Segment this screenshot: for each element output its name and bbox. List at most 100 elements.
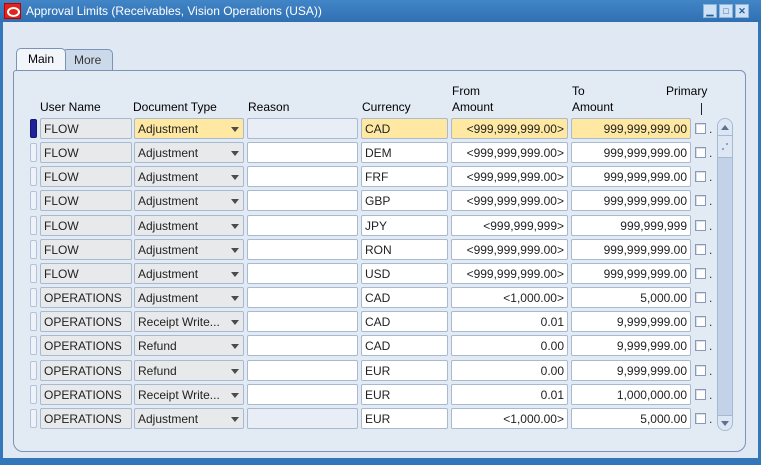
title-bar[interactable]: Approval Limits (Receivables, Vision Ope… <box>0 0 761 22</box>
reason-field[interactable] <box>247 142 358 163</box>
user-name-field[interactable]: FLOW <box>40 190 132 211</box>
primary-checkbox[interactable] <box>695 292 706 303</box>
to-amount-field[interactable]: 9,999,999.00 <box>571 335 691 356</box>
to-amount-field[interactable]: 5,000.00 <box>571 287 691 308</box>
user-name-field[interactable]: OPERATIONS <box>40 384 132 405</box>
user-name-field[interactable]: FLOW <box>40 118 132 139</box>
dropdown-arrow-icon[interactable] <box>231 127 239 132</box>
dropdown-arrow-icon[interactable] <box>231 393 239 398</box>
primary-checkbox[interactable] <box>695 413 706 424</box>
dropdown-arrow-icon[interactable] <box>231 151 239 156</box>
primary-checkbox[interactable] <box>695 340 706 351</box>
document-type-field[interactable]: Adjustment <box>134 287 244 308</box>
to-amount-field[interactable]: 9,999,999.00 <box>571 311 691 332</box>
to-amount-field[interactable]: 999,999,999.00 <box>571 166 691 187</box>
dropdown-arrow-icon[interactable] <box>231 344 239 349</box>
document-type-field[interactable]: Adjustment <box>134 215 244 236</box>
to-amount-field[interactable]: 999,999,999.00 <box>571 190 691 211</box>
primary-checkbox[interactable] <box>695 147 706 158</box>
from-amount-field[interactable]: 0.00 <box>451 335 568 356</box>
document-type-field[interactable]: Adjustment <box>134 190 244 211</box>
primary-checkbox[interactable] <box>695 123 706 134</box>
from-amount-field[interactable]: 0.01 <box>451 384 568 405</box>
primary-checkbox[interactable] <box>695 244 706 255</box>
primary-checkbox[interactable] <box>695 171 706 182</box>
tab-more[interactable]: More <box>62 49 114 70</box>
document-type-field[interactable]: Refund <box>134 335 244 356</box>
record-selector[interactable] <box>30 264 37 283</box>
scrollbar-thumb[interactable] <box>718 136 732 158</box>
reason-field[interactable] <box>247 408 358 429</box>
document-type-field[interactable]: Adjustment <box>134 263 244 284</box>
maximize-button[interactable]: □ <box>719 4 733 18</box>
tab-main[interactable]: Main <box>16 48 67 70</box>
document-type-field[interactable]: Adjustment <box>134 166 244 187</box>
to-amount-field[interactable]: 999,999,999.00 <box>571 118 691 139</box>
primary-checkbox[interactable] <box>695 195 706 206</box>
reason-field[interactable] <box>247 263 358 284</box>
document-type-field[interactable]: Adjustment <box>134 118 244 139</box>
currency-field[interactable]: CAD <box>361 287 448 308</box>
currency-field[interactable]: GBP <box>361 190 448 211</box>
reason-field[interactable] <box>247 287 358 308</box>
user-name-field[interactable]: OPERATIONS <box>40 311 132 332</box>
record-selector[interactable] <box>30 361 37 380</box>
record-selector[interactable] <box>30 119 37 138</box>
to-amount-field[interactable]: 999,999,999.00 <box>571 263 691 284</box>
to-amount-field[interactable]: 999,999,999.00 <box>571 142 691 163</box>
document-type-field[interactable]: Receipt Write... <box>134 384 244 405</box>
from-amount-field[interactable]: <999,999,999> <box>451 215 568 236</box>
user-name-field[interactable]: FLOW <box>40 263 132 284</box>
from-amount-field[interactable]: <999,999,999.00> <box>451 166 568 187</box>
record-selector[interactable] <box>30 409 37 428</box>
from-amount-field[interactable]: 0.01 <box>451 311 568 332</box>
record-selector[interactable] <box>30 167 37 186</box>
currency-field[interactable]: USD <box>361 263 448 284</box>
dropdown-arrow-icon[interactable] <box>231 224 239 229</box>
user-name-field[interactable]: OPERATIONS <box>40 360 132 381</box>
primary-checkbox[interactable] <box>695 268 706 279</box>
currency-field[interactable]: DEM <box>361 142 448 163</box>
to-amount-field[interactable]: 1,000,000.00 <box>571 384 691 405</box>
currency-field[interactable]: EUR <box>361 408 448 429</box>
user-name-field[interactable]: FLOW <box>40 239 132 260</box>
record-selector[interactable] <box>30 336 37 355</box>
record-selector[interactable] <box>30 240 37 259</box>
primary-checkbox[interactable] <box>695 389 706 400</box>
user-name-field[interactable]: FLOW <box>40 215 132 236</box>
from-amount-field[interactable]: 0.00 <box>451 360 568 381</box>
reason-field[interactable] <box>247 384 358 405</box>
record-selector[interactable] <box>30 143 37 162</box>
primary-checkbox[interactable] <box>695 365 706 376</box>
reason-field[interactable] <box>247 190 358 211</box>
reason-field[interactable] <box>247 166 358 187</box>
dropdown-arrow-icon[interactable] <box>231 320 239 325</box>
primary-checkbox[interactable] <box>695 220 706 231</box>
record-selector[interactable] <box>30 385 37 404</box>
dropdown-arrow-icon[interactable] <box>231 296 239 301</box>
from-amount-field[interactable]: <999,999,999.00> <box>451 142 568 163</box>
user-name-field[interactable]: OPERATIONS <box>40 408 132 429</box>
from-amount-field[interactable]: <999,999,999.00> <box>451 263 568 284</box>
record-selector[interactable] <box>30 312 37 331</box>
reason-field[interactable] <box>247 239 358 260</box>
scroll-down-button[interactable] <box>718 415 732 430</box>
reason-field[interactable] <box>247 311 358 332</box>
dropdown-arrow-icon[interactable] <box>231 417 239 422</box>
reason-field[interactable] <box>247 215 358 236</box>
scroll-up-button[interactable] <box>718 119 732 136</box>
document-type-field[interactable]: Refund <box>134 360 244 381</box>
close-button[interactable]: ✕ <box>735 4 749 18</box>
currency-field[interactable]: RON <box>361 239 448 260</box>
from-amount-field[interactable]: <1,000.00> <box>451 287 568 308</box>
user-name-field[interactable]: OPERATIONS <box>40 335 132 356</box>
currency-field[interactable]: EUR <box>361 360 448 381</box>
user-name-field[interactable]: OPERATIONS <box>40 287 132 308</box>
primary-checkbox[interactable] <box>695 316 706 327</box>
to-amount-field[interactable]: 9,999,999.00 <box>571 360 691 381</box>
dropdown-arrow-icon[interactable] <box>231 199 239 204</box>
from-amount-field[interactable]: <999,999,999.00> <box>451 190 568 211</box>
to-amount-field[interactable]: 999,999,999.00 <box>571 239 691 260</box>
currency-field[interactable]: CAD <box>361 335 448 356</box>
currency-field[interactable]: CAD <box>361 311 448 332</box>
